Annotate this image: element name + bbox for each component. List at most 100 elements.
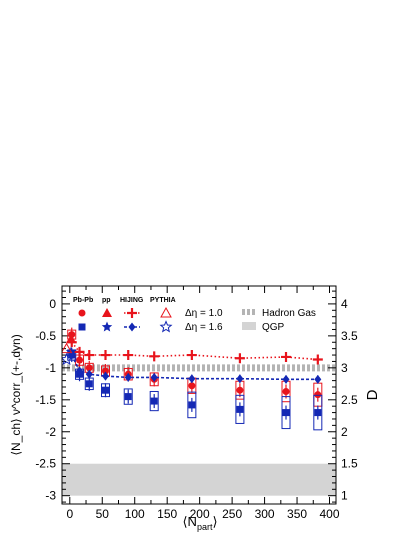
y2-tick-label: 4 [341, 297, 348, 311]
point-pbpb_16 [188, 401, 196, 409]
legend-markers [78, 306, 173, 333]
point-hijing_10 [234, 353, 245, 364]
legend-marker-hijing-16 [128, 322, 136, 332]
point-hijing_10 [74, 346, 85, 357]
x-tick-label: 300 [255, 507, 275, 521]
series-pythia_10 [62, 342, 73, 354]
point-hijing_16 [236, 374, 244, 384]
series-line-hijing_16 [70, 354, 318, 381]
point-pbpb_16 [124, 393, 132, 401]
point-pbpb_16 [236, 405, 244, 413]
legend-marker-pythia-10 [160, 306, 172, 318]
point-pbpb_10 [85, 364, 93, 372]
qgp-band [62, 463, 336, 496]
plot-frame [61, 285, 337, 505]
point-hijing_10 [100, 350, 111, 361]
x-tick-label: 150 [157, 507, 177, 521]
point-hijing_16 [150, 372, 158, 382]
y-tick-label: -1 [45, 361, 56, 375]
point-pbpb_16 [102, 386, 110, 394]
sys-box-pbpb_16 [149, 390, 159, 412]
y2-tick-label: 1 [341, 489, 348, 503]
point-hijing_10 [281, 351, 292, 362]
point-hijing_10 [123, 350, 134, 361]
sys-box-pbpb_16 [235, 394, 245, 424]
y2-tick-label: 2 [341, 425, 348, 439]
legend-marker-pp-16 [101, 321, 113, 332]
y2-tick-label: 3 [341, 361, 348, 375]
legend-marker-hijing-10 [127, 308, 137, 318]
x-tick-label: 250 [222, 507, 242, 521]
point-hijing_16 [282, 374, 290, 384]
x-tick-label: 0 [66, 507, 73, 521]
legend-label-qgp: QGP [262, 322, 285, 333]
sys-box-pbpb_16 [187, 391, 197, 419]
point-hijing_16 [76, 366, 84, 376]
point-pbpb_10 [188, 382, 196, 390]
x-tick-label: 350 [287, 507, 307, 521]
point-hijing_10 [186, 350, 197, 361]
point-pbpb_10 [76, 356, 84, 364]
point-pp_10 [66, 334, 77, 344]
point-pbpb_16 [150, 397, 158, 405]
legend-header-pp: pp [102, 297, 111, 304]
x-tick-label: 400 [319, 507, 339, 521]
legend-marker-pbpb-10 [78, 309, 86, 317]
y2-tick-label: 1.5 [341, 457, 358, 471]
point-pythia_16 [62, 352, 74, 366]
point-hijing_16 [188, 374, 196, 384]
series-pythia_16 [62, 352, 74, 366]
series-pp_10 [66, 334, 77, 344]
series-hijing_16 [68, 350, 322, 384]
legend-qgp-swatch [242, 322, 256, 330]
legend-header-hijing: HIJING [120, 297, 144, 304]
sys-box-pbpb_16 [313, 394, 323, 431]
legend-marker-pythia-16 [159, 320, 173, 333]
point-pbpb_10 [282, 387, 290, 395]
legend-label-deta-16: Δη = 1.6 [185, 322, 223, 333]
point-pbpb_10 [314, 391, 322, 399]
legend-label-deta-10: Δη = 1.0 [185, 308, 223, 319]
point-hijing_10 [84, 350, 95, 361]
axis-ticks: 0 50 100 150 200 250 300 350 400 0 4 -0.5 3.5 -1 3 -1.5… [35, 286, 358, 521]
y-axis-label: ⟨N_ch⟩ ν^corr_(+-,dyn) [9, 334, 23, 455]
point-hijing_16 [314, 374, 322, 384]
point-hijing_16 [102, 371, 110, 381]
x-tick-label: 200 [190, 507, 210, 521]
x-tick-label: 50 [96, 507, 110, 521]
point-pbpb_16 [85, 380, 93, 388]
y-tick-label: -0.5 [35, 329, 56, 343]
legend: Pb-Pb pp HIJING PYTHIA Δη = 1.0 Δη = 1.6… [73, 297, 316, 333]
legend-header-pythia: PYTHIA [150, 297, 176, 304]
y-axis-title: ⟨N_ch⟩ ν^corr_(+-,dyn) [9, 334, 23, 455]
legend-header-pbpb: Pb-Pb [73, 297, 93, 304]
legend-marker-pp-10 [102, 308, 112, 317]
x-axis-label: ⟨Npart⟩ [182, 514, 217, 532]
y-tick-label: -3 [45, 489, 56, 503]
series-hijing_10 [66, 337, 323, 365]
point-hijing_16 [124, 372, 132, 382]
y-tick-label: -2.5 [35, 457, 56, 471]
point-pbpb_16 [314, 409, 322, 417]
sys-box-pbpb_16 [123, 388, 133, 405]
sys-box-pbpb_16 [281, 396, 291, 430]
y2-tick-label: 2.5 [341, 393, 358, 407]
point-hijing_16 [85, 369, 93, 379]
series-line-hijing_10 [71, 341, 318, 361]
x-tick-label: 100 [125, 507, 145, 521]
point-hijing_10 [149, 351, 160, 362]
y-tick-label: 0 [49, 297, 56, 311]
y-tick-label: -2 [45, 425, 56, 439]
point-pbpb_10 [102, 367, 110, 375]
y-tick-label: -1.5 [35, 393, 56, 407]
series-layer [62, 327, 323, 431]
point-pbpb_16 [282, 409, 290, 417]
y2-axis-label: D [364, 389, 381, 400]
legend-marker-pbpb-16 [78, 323, 86, 331]
point-hijing_10 [312, 354, 323, 365]
point-pythia_10 [62, 342, 73, 354]
legend-label-hadron-gas: Hadron Gas [262, 308, 316, 319]
point-pbpb_10 [236, 386, 244, 394]
y2-tick-label: 3.5 [341, 329, 358, 343]
